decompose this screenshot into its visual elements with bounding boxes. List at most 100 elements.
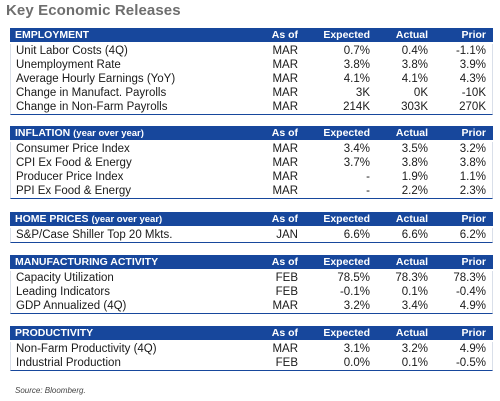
- row-label: GDP Annualized (4Q): [16, 300, 127, 312]
- column-header-prior: Prior: [461, 256, 486, 268]
- row-as-of: MAR: [272, 157, 298, 169]
- table-row: Unit Labor Costs (4Q) MAR 0.7% 0.4% -1.1%: [11, 44, 492, 58]
- row-prior: 2.3%: [459, 185, 486, 197]
- row-actual: 3.2%: [401, 343, 428, 355]
- column-header-asof: As of: [271, 127, 298, 139]
- row-actual: 3.4%: [401, 300, 428, 312]
- section-title: EMPLOYMENT: [10, 29, 231, 41]
- row-label: Change in Manufact. Payrolls: [16, 87, 167, 99]
- row-prior: 1.1%: [459, 171, 486, 183]
- row-as-of: MAR: [272, 73, 298, 85]
- column-header-actual: Actual: [395, 327, 428, 339]
- table-row: GDP Annualized (4Q) MAR 3.2% 3.4% 4.9%: [11, 299, 492, 313]
- row-as-of: JAN: [276, 229, 298, 241]
- section-subtitle: (year over year): [73, 128, 144, 139]
- row-prior: 3.2%: [459, 143, 486, 155]
- row-prior: 6.2%: [459, 229, 486, 241]
- row-actual: 6.6%: [401, 229, 428, 241]
- row-expected: 0.7%: [343, 45, 370, 57]
- row-label: Consumer Price Index: [16, 143, 130, 155]
- column-header-asof: As of: [271, 327, 298, 339]
- section-header: MANUFACTURING ACTIVITY As of Expected Actua…: [10, 255, 493, 271]
- section-header: INFLATION (year over year) As of Expected A…: [10, 126, 493, 142]
- table-row: Leading Indicators FEB -0.1% 0.1% -0.4%: [11, 285, 492, 299]
- column-header-asof: As of: [271, 213, 298, 225]
- row-prior: 270K: [459, 101, 486, 113]
- section-rows: Capacity Utilization FEB 78.5% 78.3% 78.3% Le…: [10, 271, 493, 314]
- column-header-expected: Expected: [323, 29, 370, 41]
- table-row: Unemployment Rate MAR 3.8% 3.8% 3.9%: [11, 58, 492, 72]
- table-row: CPI Ex Food & Energy MAR 3.7% 3.8% 3.8%: [11, 156, 492, 170]
- row-label: Leading Indicators: [16, 286, 110, 298]
- section-rows: Non-Farm Productivity (4Q) MAR 3.1% 3.2% 4.9…: [10, 342, 493, 371]
- row-label: PPI Ex Food & Energy: [16, 185, 132, 197]
- section-title: INFLATION (year over year): [10, 127, 231, 139]
- section-manufacturing-activity: MANUFACTURING ACTIVITY As of Expected Actua…: [10, 255, 493, 314]
- row-expected: 0.0%: [343, 357, 370, 369]
- table-row: Average Hourly Earnings (YoY) MAR 4.1% 4.1%…: [11, 72, 492, 86]
- section-title: HOME PRICES (year over year): [10, 213, 231, 225]
- row-prior: 4.3%: [459, 73, 486, 85]
- table-row: Non-Farm Productivity (4Q) MAR 3.1% 3.2% 4.9…: [11, 342, 492, 356]
- section-header: EMPLOYMENT As of Expected Actual Prior: [10, 28, 493, 44]
- row-prior: 3.9%: [459, 59, 486, 71]
- row-prior: -0.4%: [455, 286, 486, 298]
- row-label: Change in Non-Farm Payrolls: [16, 101, 168, 113]
- row-label: Average Hourly Earnings (YoY): [16, 73, 176, 85]
- row-label: Unemployment Rate: [16, 59, 121, 71]
- row-expected: 78.5%: [337, 272, 370, 284]
- row-actual: 0K: [413, 87, 428, 99]
- page-title: Key Economic Releases: [6, 2, 181, 19]
- row-actual: 78.3%: [395, 272, 428, 284]
- row-actual: 2.2%: [401, 185, 428, 197]
- column-header-prior: Prior: [461, 327, 486, 339]
- section-home-prices: HOME PRICES (year over year) As of Expecte…: [10, 212, 493, 243]
- row-expected: 3.1%: [343, 343, 370, 355]
- section-inflation: INFLATION (year over year) As of Expected A…: [10, 126, 493, 199]
- row-prior: 78.3%: [453, 272, 486, 284]
- column-header-asof: As of: [271, 256, 298, 268]
- row-expected: 214K: [343, 101, 370, 113]
- column-header-actual: Actual: [395, 213, 428, 225]
- row-prior: 3.8%: [459, 157, 486, 169]
- row-actual: 0.1%: [401, 286, 428, 298]
- section-rows: Unit Labor Costs (4Q) MAR 0.7% 0.4% -1.1% Une…: [10, 44, 493, 115]
- row-as-of: MAR: [272, 300, 298, 312]
- section-productivity: PRODUCTIVITY As of Expected Actual Prior Non-…: [10, 326, 493, 371]
- row-label: Capacity Utilization: [16, 272, 114, 284]
- row-as-of: MAR: [272, 143, 298, 155]
- section-employment: EMPLOYMENT As of Expected Actual Prior Unit L…: [10, 28, 493, 115]
- row-label: Producer Price Index: [16, 171, 124, 183]
- row-as-of: FEB: [275, 286, 298, 298]
- row-expected: 4.1%: [343, 73, 370, 85]
- section-name: INFLATION: [15, 127, 71, 139]
- row-prior: -1.1%: [455, 45, 486, 57]
- column-header-actual: Actual: [395, 256, 428, 268]
- row-actual: 3.8%: [401, 157, 428, 169]
- section-name: MANUFACTURING ACTIVITY: [15, 256, 159, 268]
- row-prior: 4.9%: [459, 343, 486, 355]
- section-name: EMPLOYMENT: [15, 29, 90, 41]
- column-header-actual: Actual: [395, 127, 428, 139]
- row-prior: -10K: [461, 87, 486, 99]
- section-name: HOME PRICES: [15, 213, 89, 225]
- section-rows: S&P/Case Shiller Top 20 Mkts. JAN 6.6% 6.6%…: [10, 228, 493, 243]
- column-header-expected: Expected: [323, 327, 370, 339]
- row-label: Unit Labor Costs (4Q): [16, 45, 128, 57]
- row-expected: -: [366, 171, 370, 183]
- row-prior: -0.5%: [455, 357, 486, 369]
- table-row: Change in Manufact. Payrolls MAR 3K 0K -10K: [11, 86, 492, 100]
- row-as-of: MAR: [272, 171, 298, 183]
- row-expected: -0.1%: [339, 286, 370, 298]
- source-note: Source: Bloomberg.: [15, 386, 86, 395]
- row-actual: 303K: [401, 101, 428, 113]
- row-expected: 6.6%: [343, 229, 370, 241]
- column-header-expected: Expected: [323, 127, 370, 139]
- section-title: MANUFACTURING ACTIVITY: [10, 256, 231, 268]
- row-expected: 3.8%: [343, 59, 370, 71]
- row-as-of: MAR: [272, 87, 298, 99]
- column-header-asof: As of: [271, 29, 298, 41]
- row-as-of: FEB: [275, 357, 298, 369]
- row-label: CPI Ex Food & Energy: [16, 157, 132, 169]
- table-row: Capacity Utilization FEB 78.5% 78.3% 78.3%: [11, 271, 492, 285]
